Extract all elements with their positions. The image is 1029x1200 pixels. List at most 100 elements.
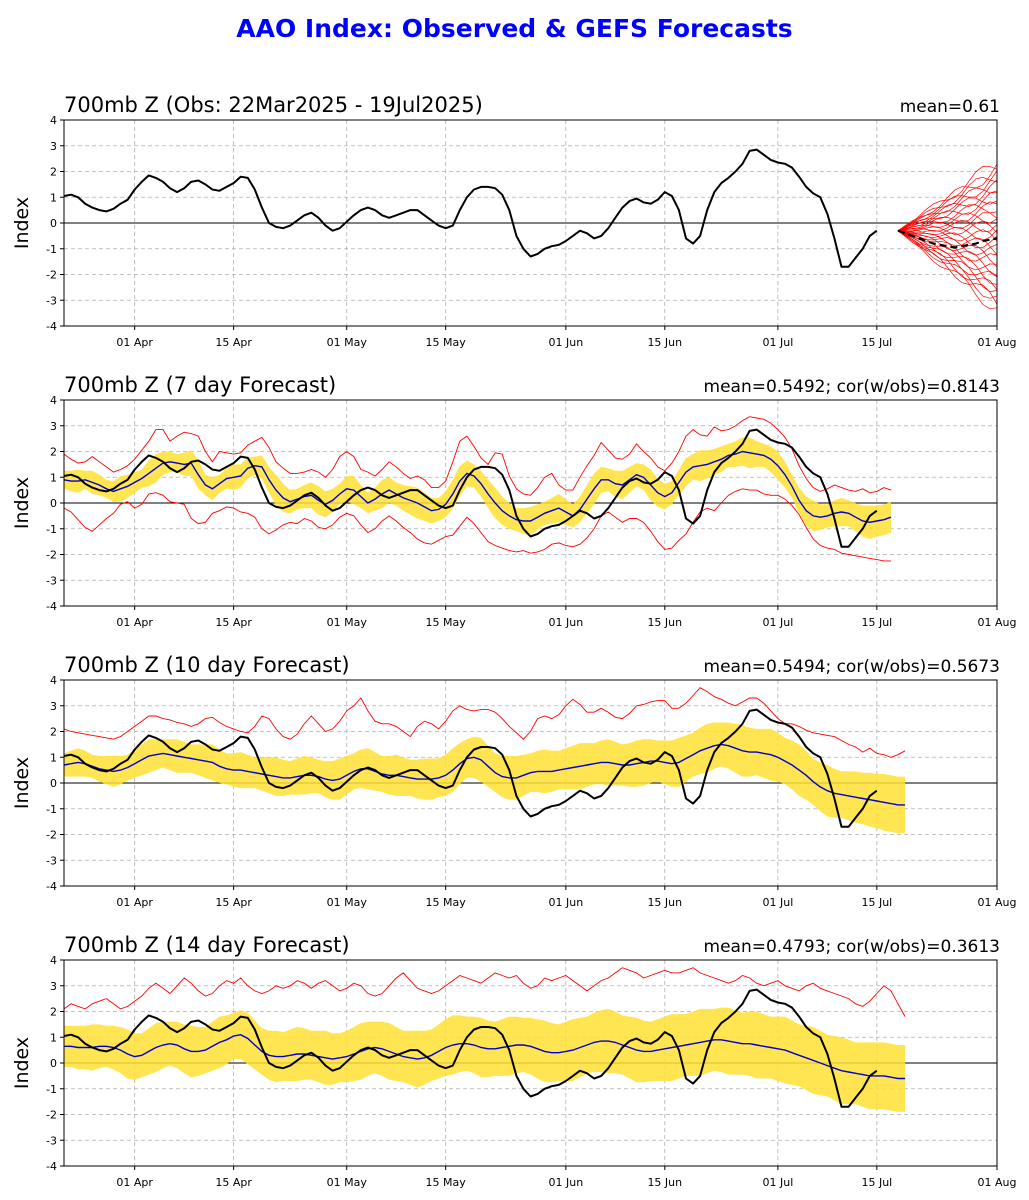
y-tick-label: -3 — [46, 574, 57, 587]
y-tick-label: 0 — [50, 777, 57, 790]
y-tick-label: -4 — [46, 320, 57, 333]
series-ensemble-member — [897, 230, 998, 305]
x-tick-label: 01 Jul — [763, 1176, 794, 1189]
series-ensemble-member — [897, 179, 998, 232]
y-tick-label: -3 — [46, 854, 57, 867]
x-tick-label: 01 Apr — [116, 616, 153, 629]
x-tick-label: 15 Jun — [647, 1176, 682, 1189]
chart-panel-3: 700mb Z (14 day Forecast) mean=0.4793; co… — [11, 933, 1016, 1189]
panel-stat: mean=0.61 — [900, 97, 1000, 117]
series-ensemble-member — [897, 165, 998, 232]
panel-stat: mean=0.5494; cor(w/obs)=0.5673 — [704, 657, 1000, 677]
x-tick-label: 01 May — [327, 896, 368, 909]
y-tick-label: -1 — [46, 243, 57, 256]
x-tick-label: 15 Apr — [215, 1176, 252, 1189]
y-tick-label: -4 — [46, 1160, 57, 1173]
panel-title: 700mb Z (Obs: 22Mar2025 - 19Jul2025) — [64, 93, 483, 117]
spread-band — [64, 722, 906, 834]
main-title: AAO Index: Observed & GEFS Forecasts — [236, 14, 793, 43]
y-tick-label: -3 — [46, 1134, 57, 1147]
y-tick-label: -2 — [46, 1109, 57, 1122]
y-tick-label: -1 — [46, 1083, 57, 1096]
y-tick-label: -2 — [46, 829, 57, 842]
series-observed — [63, 148, 878, 268]
spread-band — [64, 437, 891, 539]
y-tick-label: 4 — [50, 954, 57, 967]
x-tick-label: 15 Apr — [215, 336, 252, 349]
y-tick-label: 0 — [50, 1057, 57, 1070]
x-tick-label: 01 Aug — [978, 896, 1017, 909]
series-ensemble-member — [897, 230, 998, 299]
x-tick-label: 01 Apr — [116, 896, 153, 909]
x-tick-label: 01 Aug — [978, 616, 1017, 629]
series-ensemble-max — [63, 687, 906, 758]
y-tick-label: 1 — [50, 191, 57, 204]
y-tick-label: -1 — [46, 803, 57, 816]
x-tick-label: 01 Aug — [978, 1176, 1017, 1189]
x-tick-label: 01 Jun — [548, 336, 583, 349]
x-tick-label: 01 Jun — [548, 616, 583, 629]
series-ensemble-member — [897, 226, 998, 241]
plot-frame — [63, 119, 998, 327]
y-tick-label: 0 — [50, 217, 57, 230]
series-ensemble-member — [897, 204, 998, 232]
series-ensemble-member — [897, 187, 998, 232]
x-tick-label: 15 May — [426, 1176, 467, 1189]
series-ensemble-mean — [64, 1033, 906, 1080]
y-tick-label: -2 — [46, 269, 57, 282]
series-ensemble-member — [897, 230, 998, 293]
x-tick-label: 15 Apr — [215, 616, 252, 629]
x-tick-label: 01 Jun — [548, 1176, 583, 1189]
x-tick-label: 01 May — [327, 616, 368, 629]
series-ensemble-member — [897, 230, 998, 248]
series-ensemble-mean-dashed — [897, 229, 998, 249]
x-tick-label: 15 May — [426, 616, 467, 629]
x-tick-label: 01 May — [327, 336, 368, 349]
y-tick-label: 3 — [50, 700, 57, 713]
series-ensemble-member — [897, 177, 998, 232]
x-tick-label: 15 May — [426, 896, 467, 909]
series-ensemble-member — [897, 201, 998, 232]
x-tick-label: 01 Jul — [763, 336, 794, 349]
y-tick-label: -2 — [46, 549, 57, 562]
panel-title: 700mb Z (14 day Forecast) — [64, 933, 350, 957]
y-tick-label: 4 — [50, 674, 57, 687]
series-observed — [63, 428, 878, 548]
series-ensemble-max — [63, 416, 892, 496]
y-tick-label: 2 — [50, 726, 57, 739]
plot-frame — [63, 399, 998, 607]
series-ensemble-min — [63, 488, 891, 562]
chart-panel-2: 700mb Z (10 day Forecast) mean=0.5494; co… — [11, 653, 1016, 909]
y-tick-label: 1 — [50, 1031, 57, 1044]
x-tick-label: 01 Jun — [548, 896, 583, 909]
y-axis-label: Index — [11, 1037, 33, 1089]
x-tick-label: 01 Apr — [116, 336, 153, 349]
x-tick-label: 15 Jul — [861, 336, 892, 349]
series-ensemble-mean — [63, 450, 892, 524]
panel-title: 700mb Z (10 day Forecast) — [64, 653, 350, 677]
x-tick-label: 01 May — [327, 1176, 368, 1189]
x-tick-label: 15 Jul — [861, 896, 892, 909]
x-tick-label: 01 Jul — [763, 896, 794, 909]
panel-title: 700mb Z (7 day Forecast) — [64, 373, 336, 397]
y-tick-label: -1 — [46, 523, 57, 536]
x-tick-label: 01 Apr — [116, 1176, 153, 1189]
x-tick-label: 15 Jul — [861, 616, 892, 629]
y-axis-label: Index — [11, 197, 33, 249]
series-observed — [63, 988, 878, 1108]
y-axis-label: Index — [11, 477, 33, 529]
series-ensemble-max — [63, 967, 906, 1017]
series-ensemble-member — [897, 190, 998, 232]
y-tick-label: 1 — [50, 471, 57, 484]
x-tick-label: 15 Jun — [647, 336, 682, 349]
x-tick-label: 15 Jun — [647, 616, 682, 629]
plot-frame — [63, 679, 998, 887]
x-tick-label: 15 May — [426, 336, 467, 349]
x-tick-label: 15 Jun — [647, 896, 682, 909]
x-tick-label: 01 Aug — [978, 336, 1017, 349]
x-tick-label: 15 Apr — [215, 896, 252, 909]
y-tick-label: 3 — [50, 140, 57, 153]
chart-panel-0: 700mb Z (Obs: 22Mar2025 - 19Jul2025) mean… — [11, 93, 1016, 349]
series-ensemble-member — [897, 230, 998, 291]
y-tick-label: 1 — [50, 751, 57, 764]
